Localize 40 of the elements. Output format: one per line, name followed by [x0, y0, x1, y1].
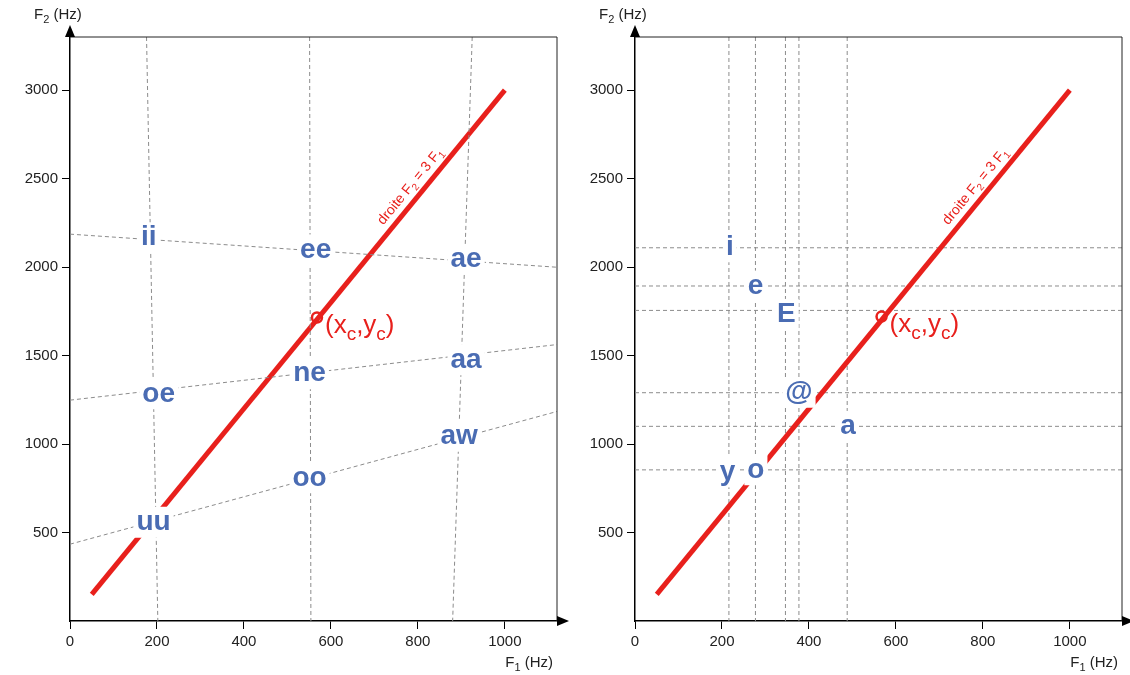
annotation: e: [747, 268, 764, 300]
annotation: oo: [292, 460, 327, 492]
x-tick-label: 1000: [1053, 632, 1087, 650]
annotation: @: [785, 375, 813, 407]
x-tick-label: 1000: [488, 632, 522, 650]
y-tick-label: 2000: [589, 257, 623, 275]
annotation: ee: [300, 232, 332, 264]
x-tick-label: 400: [231, 632, 257, 650]
annotation: o: [747, 452, 765, 484]
annotation: E: [776, 297, 796, 329]
annotation: oe: [142, 376, 176, 408]
annotation: ne: [293, 356, 326, 388]
x-tick-label: 400: [796, 632, 822, 650]
y-tick-label: 1500: [24, 345, 58, 363]
y-tick-label: 2500: [589, 168, 623, 186]
annotation: y: [719, 454, 736, 486]
x-tick-label: 600: [318, 632, 344, 650]
annotation: a: [840, 409, 857, 441]
y-tick-label: 2000: [24, 257, 58, 275]
x-tick-label: 600: [883, 632, 909, 650]
y-tick-label: 1500: [589, 345, 623, 363]
y-tick-label: 3000: [589, 80, 623, 98]
annotation: ae: [450, 242, 482, 274]
x-tick-label: 200: [144, 632, 170, 650]
y-tick-label: 500: [32, 522, 58, 540]
annotation: uu: [136, 504, 171, 536]
annotation: aw: [440, 418, 479, 450]
x-tick-label: 0: [630, 632, 640, 650]
y-tick-label: 2500: [24, 168, 58, 186]
x-tick-label: 200: [709, 632, 735, 650]
y-tick-label: 3000: [24, 80, 58, 98]
y-tick-label: 1000: [589, 434, 623, 452]
annotation: aa: [450, 342, 483, 374]
x-tick-label: 800: [405, 632, 431, 650]
y-tick-label: 500: [597, 522, 623, 540]
y-tick-label: 1000: [24, 434, 58, 452]
annotation: ii: [140, 220, 157, 252]
x-tick-label: 0: [65, 632, 75, 650]
x-tick-label: 800: [970, 632, 996, 650]
annotation: i: [725, 229, 734, 261]
